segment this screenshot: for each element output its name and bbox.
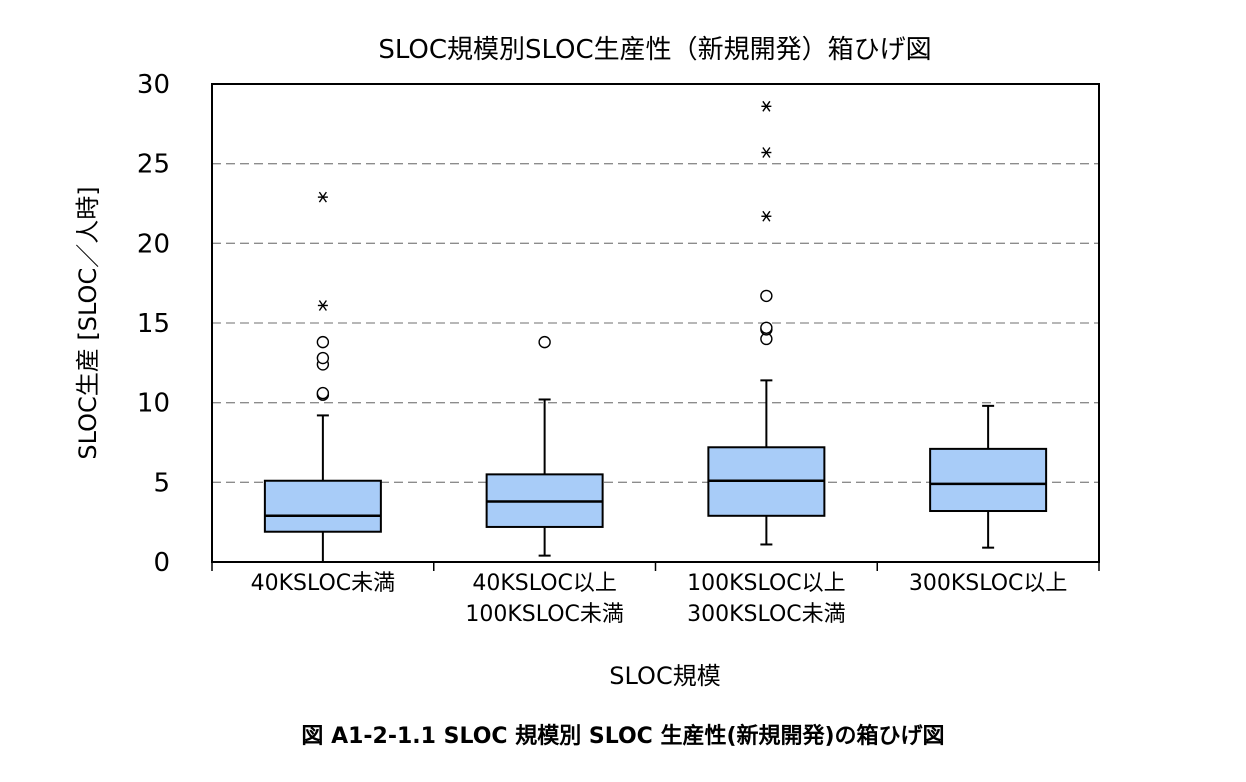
outlier-point <box>760 289 773 303</box>
box-iqr <box>929 447 1048 513</box>
box-group <box>707 100 826 546</box>
extreme-point <box>761 210 772 222</box>
y-tick-label: 15 <box>137 309 170 339</box>
x-tick-label: 40KSLOC以上 <box>472 571 617 596</box>
extreme-point <box>317 300 328 311</box>
y-tick-label: 0 <box>153 548 170 578</box>
outlier-point <box>316 386 330 400</box>
outlier-point <box>316 335 330 349</box>
outlier-point <box>538 335 551 349</box>
box-group <box>485 335 604 557</box>
box-group <box>929 404 1048 549</box>
figure-caption: 図 A1-2-1.1 SLOC 規模別 SLOC 生産性(新規開発)の箱ひげ図 <box>301 724 945 749</box>
x-tick-label: 100KSLOC以上 <box>687 571 846 596</box>
extreme-point <box>761 100 772 112</box>
x-tick-label: 300KSLOC以上 <box>909 571 1068 596</box>
box-group <box>263 191 382 563</box>
outlier-point <box>316 351 330 365</box>
y-tick-label: 10 <box>137 389 170 419</box>
y-tick-label: 20 <box>137 229 170 259</box>
extreme-point <box>761 147 772 158</box>
y-tick-label: 5 <box>153 468 170 498</box>
y-tick-label: 30 <box>137 70 170 100</box>
extreme-point <box>317 191 328 203</box>
x-axis-ticks: 40KSLOC未満 40KSLOC以上 100KSLOC未満 100KSLOC以上 30… <box>211 562 1100 627</box>
chart-title: SLOC規模別SLOC生産性（新規開発）箱ひげ図 <box>378 35 931 65</box>
box-iqr <box>263 479 382 533</box>
y-axis-label: SLOC生産 [SLOC／人時] <box>74 186 102 459</box>
y-tick-label: 25 <box>137 150 170 180</box>
extreme-mark-d2 <box>318 300 327 311</box>
extreme-mark-d2 <box>762 210 771 222</box>
x-tick-label: 100KSLOC未満 <box>465 602 624 627</box>
plot-area-frame <box>211 83 1100 563</box>
extreme-mark-d2 <box>318 191 327 203</box>
boxplot-chart: SLOC規模別SLOC生産性（新規開発）箱ひげ図 0 5 10 15 20 25 30 40… <box>74 35 1100 690</box>
grid-lines <box>212 163 1099 483</box>
extreme-mark-d2 <box>762 100 771 112</box>
x-tick-label: 40KSLOC未満 <box>251 571 396 596</box>
x-axis-label: SLOC規模 <box>609 662 720 690</box>
boxes <box>263 100 1048 563</box>
outlier-point <box>760 321 773 334</box>
x-tick-label: 300KSLOC未満 <box>687 602 846 627</box>
y-axis-ticks: 0 5 10 15 20 25 30 <box>137 70 170 578</box>
extreme-mark-d2 <box>762 147 771 158</box>
